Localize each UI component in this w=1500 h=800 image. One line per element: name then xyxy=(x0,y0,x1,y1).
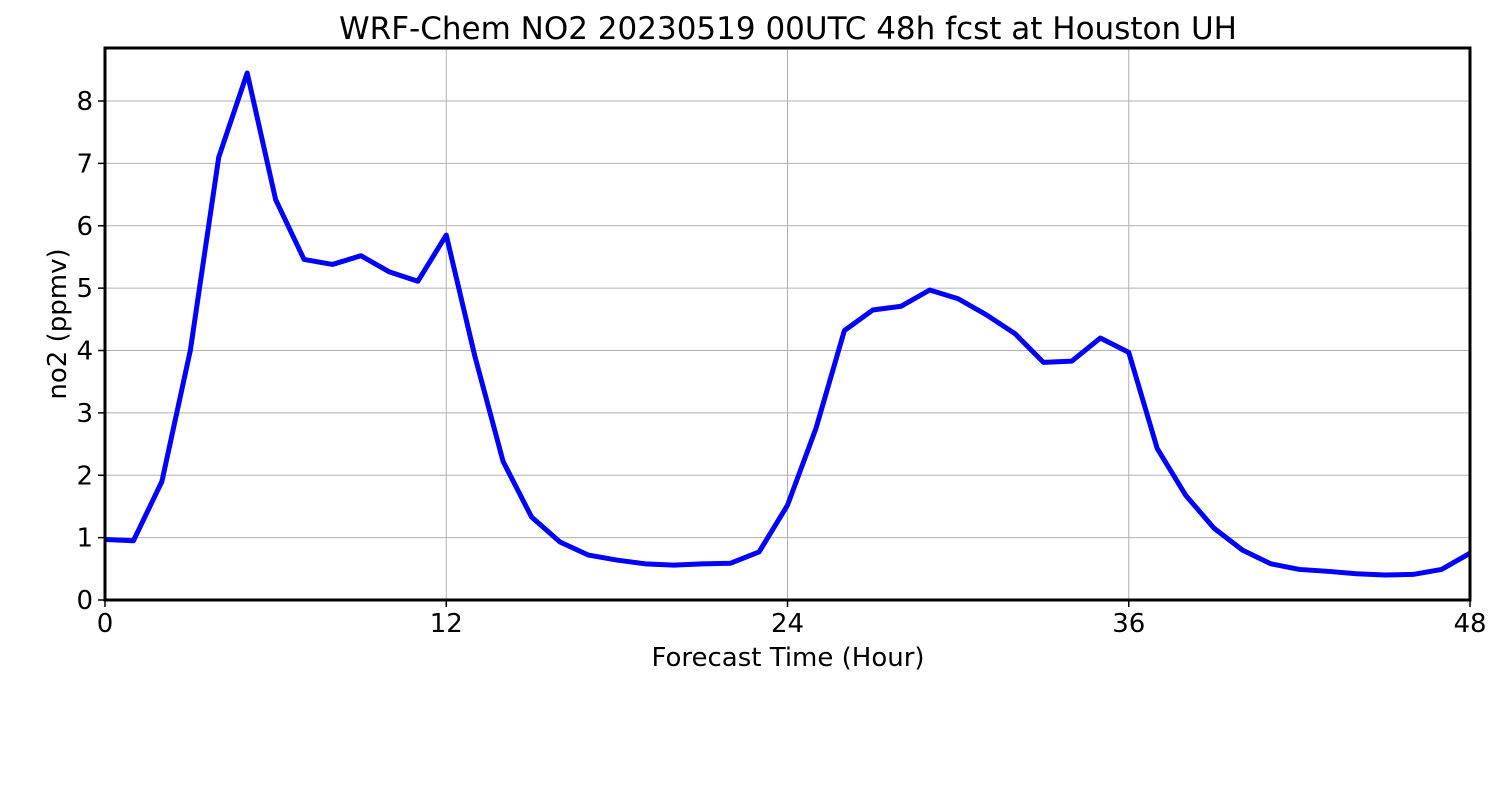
x-tick-label: 48 xyxy=(1453,609,1486,639)
x-axis-label: Forecast Time (Hour) xyxy=(651,643,924,673)
x-tick-label: 36 xyxy=(1112,609,1145,639)
y-tick-label: 8 xyxy=(76,87,93,117)
y-tick-label: 1 xyxy=(76,524,93,554)
x-tick-label: 0 xyxy=(97,609,114,639)
chart-title: WRF-Chem NO2 20230519 00UTC 48h fcst at … xyxy=(339,11,1237,47)
y-tick-label: 3 xyxy=(76,399,93,429)
x-tick-label: 12 xyxy=(430,609,463,639)
no2-series-line xyxy=(104,70,1472,578)
y-axis-label: no2 (ppmv) xyxy=(43,248,73,399)
y-tick-label: 7 xyxy=(76,149,93,179)
y-tick-label: 6 xyxy=(76,212,93,242)
y-tick-label: 2 xyxy=(76,461,93,491)
x-tick-label: 24 xyxy=(771,609,804,639)
grid-lines xyxy=(104,48,1471,601)
y-tick-label: 0 xyxy=(76,586,93,616)
y-tick-label: 5 xyxy=(76,274,93,304)
series-layer xyxy=(104,70,1472,578)
y-tick-label: 4 xyxy=(76,337,93,367)
